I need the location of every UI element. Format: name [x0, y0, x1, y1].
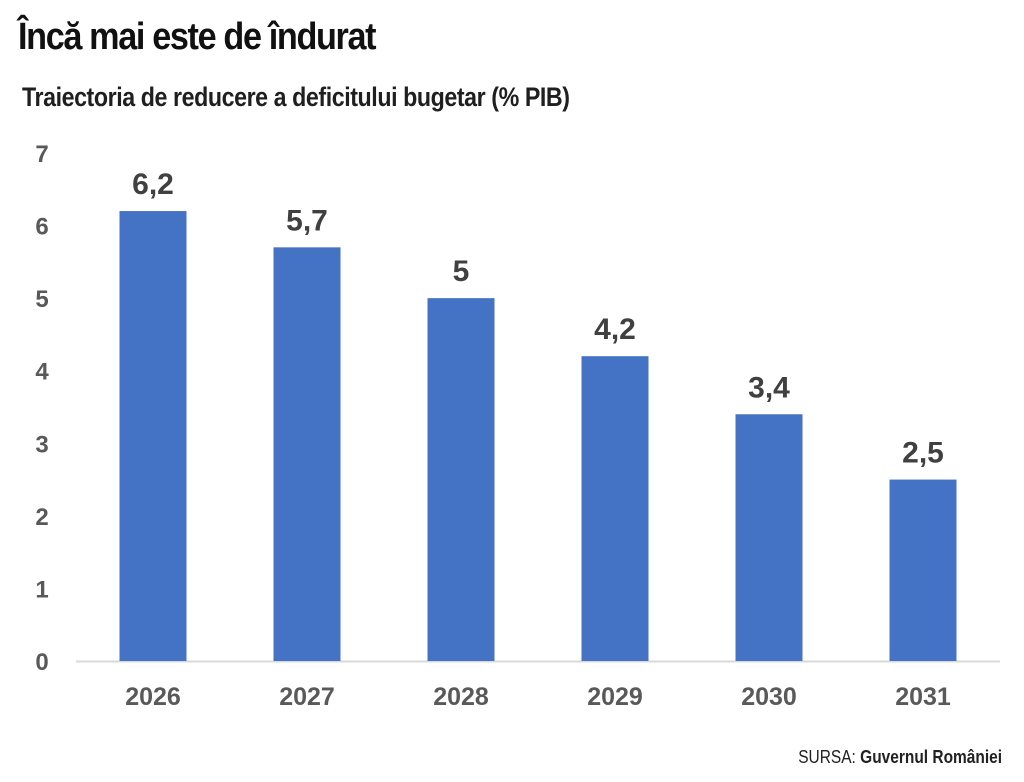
bar	[427, 298, 495, 661]
x-tick-label: 2028	[433, 683, 489, 711]
y-tick-label: 3	[35, 431, 48, 458]
bar	[581, 356, 649, 661]
y-tick-label: 0	[35, 649, 48, 676]
y-tick-label: 5	[35, 286, 48, 313]
x-tick-label: 2030	[741, 683, 797, 711]
data-label: 4,2	[594, 313, 636, 346]
source-prefix: SURSA:	[798, 747, 856, 767]
bar	[273, 247, 341, 662]
y-tick-label: 1	[35, 576, 48, 603]
x-tick-label: 2029	[587, 683, 643, 711]
source-name: Guvernul României	[860, 747, 1002, 767]
data-label: 6,2	[132, 168, 174, 201]
bar	[735, 414, 803, 661]
chart-title: Încă mai este de îndurat	[18, 16, 377, 58]
x-tick-label: 2031	[895, 683, 951, 711]
x-tick-label: 2027	[279, 683, 335, 711]
source-note: SURSA: Guvernul României	[798, 747, 1002, 768]
y-tick-label: 4	[35, 359, 49, 386]
chart-subtitle: Traiectoria de reducere a deficitului bu…	[22, 82, 570, 112]
y-tick-label: 7	[35, 141, 48, 168]
data-label: 3,4	[748, 371, 790, 404]
data-label: 5,7	[286, 204, 328, 237]
x-tick-label: 2026	[125, 683, 181, 711]
bar	[119, 211, 187, 662]
y-tick-label: 2	[35, 504, 48, 531]
bar	[889, 479, 957, 661]
data-label: 5	[453, 255, 470, 288]
y-tick-label: 6	[35, 214, 48, 241]
data-label: 2,5	[902, 437, 944, 470]
